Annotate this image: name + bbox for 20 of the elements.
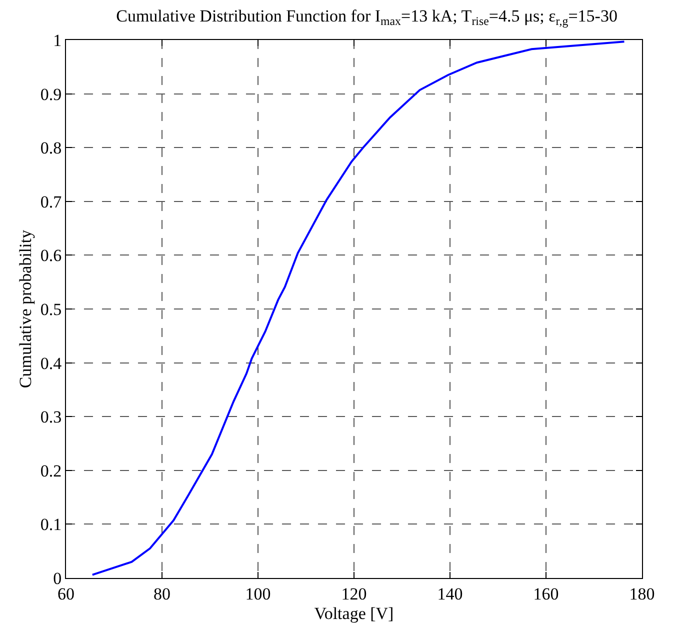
y-tick-label: 0.7 — [40, 192, 62, 212]
y-tick-label: 0.6 — [40, 246, 62, 266]
y-axis-title: Cumulative probability — [16, 229, 35, 388]
chart-title: Cumulative Distribution Function for I$_{max}$=13 kA; T$_{rise}$=4.5 μs; ε$_{r,g}$=15-30 — [116, 6, 618, 28]
line-series — [91, 40, 626, 576]
y-tick-label: 0.8 — [40, 138, 62, 158]
y-tick-label: 0.5 — [40, 300, 62, 319]
y-tick-label: 0.4 — [40, 354, 62, 373]
x-tick-label: 160 — [533, 584, 559, 604]
y-tick-label: 0.2 — [40, 461, 62, 480]
x-tick-label: 120 — [341, 584, 367, 604]
y-tick-label: 0.1 — [40, 515, 62, 534]
y-tick-label: 0.3 — [40, 408, 62, 427]
y-tick-label: 1 — [53, 30, 62, 50]
x-tick-label: 80 — [154, 584, 170, 604]
x-tick-label: 180 — [629, 584, 655, 604]
x-tick-label: 140 — [437, 584, 463, 604]
x-axis-title: Voltage [V] — [314, 604, 394, 623]
x-tick-label: 100 — [245, 584, 271, 604]
y-tick-label: 0.9 — [40, 84, 62, 104]
